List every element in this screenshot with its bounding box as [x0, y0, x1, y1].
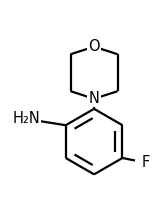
- Text: H₂N: H₂N: [12, 111, 40, 126]
- Text: O: O: [88, 39, 100, 54]
- Text: F: F: [141, 155, 150, 170]
- Text: N: N: [89, 91, 99, 106]
